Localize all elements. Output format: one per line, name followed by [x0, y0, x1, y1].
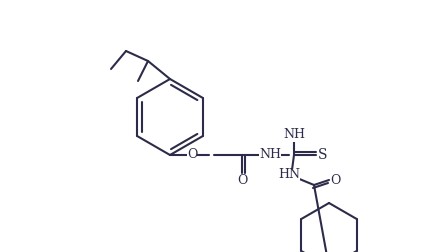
Text: HN: HN	[277, 169, 299, 181]
Text: O: O	[329, 173, 340, 186]
Text: O: O	[187, 148, 197, 162]
Text: NH: NH	[282, 129, 304, 142]
Text: O: O	[236, 173, 247, 186]
Text: S: S	[317, 148, 327, 162]
Text: NH: NH	[259, 148, 280, 162]
